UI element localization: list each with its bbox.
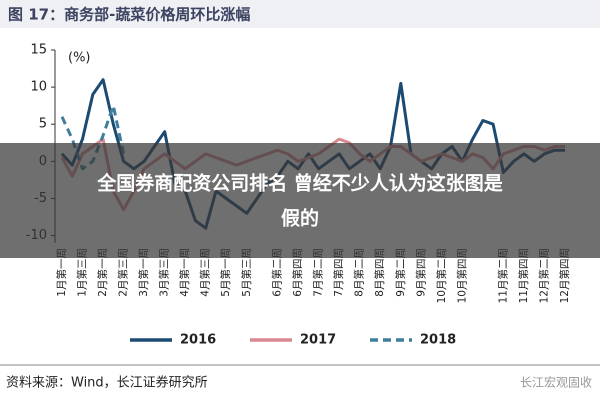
x-tick-label: 1月第一周 <box>55 248 68 297</box>
x-tick-label: 7月第四周 <box>332 248 345 297</box>
y-tick-label: 15 <box>30 43 47 58</box>
x-tick-label: 1月第三周 <box>76 248 89 297</box>
y-axis-label: (%) <box>68 51 91 66</box>
source: 资料来源：Wind，长江证券研究所 <box>6 375 208 391</box>
x-tick-label: 3月第一周 <box>137 248 150 297</box>
x-tick-label: 5月第三周 <box>240 248 253 297</box>
x-tick-label: 5月第一周 <box>219 248 232 297</box>
x-tick-label: 10月第四周 <box>455 248 468 303</box>
x-tick-label: 8月第四周 <box>373 248 386 297</box>
y-tick-label: 10 <box>30 80 47 95</box>
y-tick-label: 5 <box>39 117 47 132</box>
x-tick-label: 9月第四周 <box>414 248 427 297</box>
x-tick-label: 7月第二周 <box>312 248 325 297</box>
x-tick-label: 6月第四周 <box>291 248 304 297</box>
x-tick-label: 4月第一周 <box>178 248 191 297</box>
legend-label: 2018 <box>420 333 456 348</box>
x-tick-label: 2月第三周 <box>117 248 130 297</box>
x-tick-label: 9月第二周 <box>394 248 407 297</box>
x-tick-label: 11月第四周 <box>517 248 530 303</box>
chart-title: 图 17：商务部-蔬菜价格周环比涨幅 <box>8 6 250 24</box>
x-tick-label: 6月第二周 <box>271 248 284 297</box>
x-tick-label: 10月第二周 <box>435 248 448 303</box>
x-tick-label: 8月第二周 <box>353 248 366 297</box>
x-tick-label: 11月第二周 <box>496 248 509 303</box>
watermark: 长江宏观固收 <box>520 375 592 390</box>
banner-text: 假的 <box>281 207 319 230</box>
banner-text: 全国券商配资公司排名 曾经不少人认为这张图是 <box>96 172 503 195</box>
legend-label: 2017 <box>300 333 336 348</box>
x-tick-label: 2月第一周 <box>96 248 109 297</box>
x-tick-label: 3月第三周 <box>158 248 171 297</box>
title-bar <box>0 0 600 28</box>
banner <box>0 143 600 258</box>
x-tick-label: 4月第三周 <box>199 248 212 297</box>
x-tick-label: 12月第四周 <box>558 248 571 303</box>
legend-label: 2016 <box>180 333 216 348</box>
x-tick-label: 12月第二周 <box>537 248 550 303</box>
